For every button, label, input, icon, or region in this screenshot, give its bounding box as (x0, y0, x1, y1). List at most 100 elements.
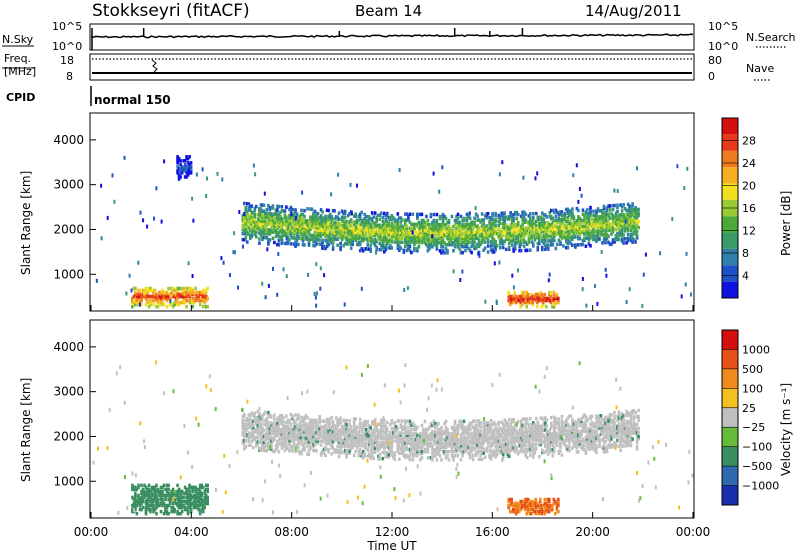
heatmap-cell (280, 237, 284, 241)
heatmap-cell (351, 220, 354, 224)
heatmap-cell (152, 290, 155, 295)
heatmap-cell (369, 243, 372, 247)
heatmap-cell (634, 206, 637, 210)
heatmap-cell (581, 242, 585, 247)
heatmap-cell (291, 427, 294, 431)
heatmap-cell (527, 435, 531, 439)
heatmap-cell (294, 222, 297, 226)
heatmap-cell (351, 238, 354, 242)
heatmap-cell (519, 300, 522, 305)
heatmap-cell (289, 422, 293, 427)
heatmap-cell (446, 220, 449, 225)
heatmap-cell (465, 232, 469, 237)
heatmap-cell (432, 212, 436, 217)
heatmap-cell (330, 452, 333, 456)
heatmap-cell (465, 439, 469, 444)
heatmap-cell (366, 243, 369, 247)
heatmap-cell (306, 207, 309, 211)
heatmap-cell (522, 238, 526, 243)
heatmap-cell (318, 232, 321, 236)
heatmap-cell (598, 215, 601, 219)
heatmap-cell (541, 239, 544, 244)
heatmap-cell (626, 216, 630, 221)
heatmap-cell (378, 223, 382, 228)
heatmap-cell (277, 423, 281, 428)
heatmap-cell (354, 220, 357, 224)
heatmap-cell (435, 245, 439, 249)
heatmap-cell (390, 228, 394, 232)
heatmap-cell (605, 208, 609, 212)
heatmap-cell (407, 455, 410, 460)
heatmap-cell (431, 230, 434, 235)
heatmap-cell (500, 446, 503, 451)
heatmap-cell (276, 445, 279, 450)
heatmap-cell (337, 211, 341, 215)
heatmap-cell (540, 296, 544, 301)
heatmap-cell (431, 226, 434, 231)
heatmap-cell (525, 433, 529, 437)
heatmap-cell (518, 232, 521, 237)
heatmap-cell (474, 423, 478, 427)
heatmap-cell (298, 433, 302, 438)
heatmap-cell (250, 425, 254, 429)
heatmap-cell (411, 445, 415, 450)
heatmap-cell (255, 444, 258, 448)
heatmap-cell (345, 225, 348, 230)
heatmap-cell (300, 228, 303, 233)
heatmap-cell (488, 455, 491, 459)
heatmap-cell (438, 237, 442, 241)
heatmap-cell (411, 443, 415, 448)
heatmap-cell (346, 230, 350, 234)
heatmap-cell (386, 227, 389, 232)
heatmap-cell (283, 215, 287, 219)
heatmap-cell (249, 234, 252, 238)
heatmap-cell (492, 441, 496, 445)
heatmap-cell (396, 427, 400, 431)
heatmap-cell (206, 286, 209, 291)
heatmap-cell (399, 232, 403, 236)
heatmap-cell (358, 433, 362, 438)
heatmap-cell (467, 228, 470, 233)
heatmap-cell (259, 207, 263, 211)
heatmap-cell (168, 292, 172, 297)
heatmap-cell (510, 426, 514, 430)
heatmap-cell (367, 227, 371, 231)
heatmap-cell (352, 236, 356, 240)
heatmap-cell (331, 231, 335, 235)
heatmap-cell (286, 428, 290, 433)
heatmap-cell (420, 212, 424, 217)
colorbar-tick-label: 8 (742, 247, 749, 260)
heatmap-cell (468, 230, 472, 235)
heatmap-cell (198, 290, 202, 295)
heatmap-cell (258, 448, 261, 452)
heatmap-cell (608, 204, 612, 208)
heatmap-cell (271, 218, 275, 222)
heatmap-cell (628, 208, 631, 212)
heatmap-cell (322, 218, 326, 222)
heatmap-cell (634, 226, 637, 230)
heatmap-cell (425, 243, 428, 247)
heatmap-cell (443, 431, 446, 436)
heatmap-cell (186, 171, 190, 175)
heatmap-cell (274, 447, 278, 452)
nsky-trace (90, 33, 694, 39)
heatmap-cell (246, 210, 249, 214)
heatmap-cell (274, 230, 278, 235)
heatmap-cell (527, 226, 531, 230)
heatmap-cell (509, 446, 512, 450)
heatmap-cell (587, 224, 591, 228)
heatmap-cell (349, 443, 353, 447)
heatmap-cell (411, 226, 415, 231)
heatmap-cell (307, 440, 311, 444)
heatmap-cell (152, 296, 155, 301)
heatmap-cell (286, 424, 290, 429)
heatmap-cell (247, 423, 251, 427)
heatmap-cell (389, 437, 392, 441)
heatmap-cell (626, 220, 630, 225)
heatmap-cell (336, 243, 339, 247)
heatmap-cell (492, 420, 496, 425)
heatmap-cell (497, 213, 500, 218)
heatmap-cell (343, 231, 347, 236)
heatmap-cell (461, 427, 464, 432)
heatmap-cell (474, 212, 478, 216)
